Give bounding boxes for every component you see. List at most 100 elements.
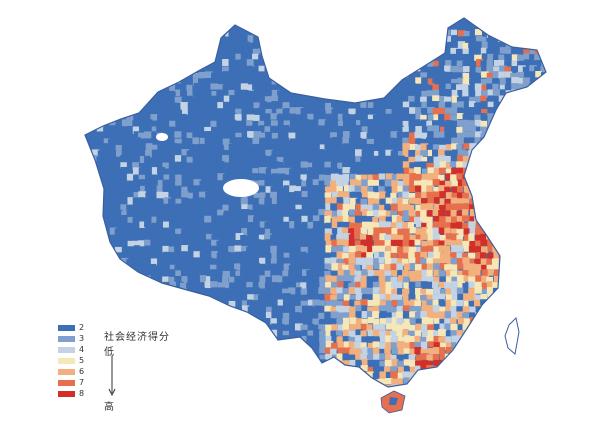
county-cell [132, 216, 140, 224]
county-cell [379, 30, 388, 38]
county-cell [498, 299, 506, 308]
county-cell [247, 239, 254, 247]
county-cell [307, 330, 315, 338]
county-cell [390, 95, 399, 102]
county-cell [397, 168, 406, 176]
county-cell [300, 251, 307, 258]
county-cell [528, 126, 537, 134]
county-cell [534, 155, 542, 164]
county-cell [211, 378, 220, 386]
county-cell [522, 311, 530, 318]
county-cell [439, 53, 448, 60]
county-cell [390, 222, 399, 229]
county-cell [534, 162, 541, 169]
county-cell [289, 60, 298, 68]
county-cell [505, 239, 513, 247]
county-cell [187, 245, 196, 253]
county-cell [504, 71, 513, 78]
county-cell [252, 126, 260, 134]
county-cell [312, 245, 320, 254]
county-cell [121, 227, 130, 235]
county-cell [253, 329, 260, 336]
county-cell [439, 318, 446, 327]
county-cell [210, 305, 219, 313]
county-cell [408, 60, 415, 68]
county-cell [337, 78, 344, 85]
county-cell [229, 138, 237, 146]
county-cell [342, 252, 350, 261]
county-cell [115, 60, 123, 68]
county-cell [234, 228, 242, 236]
county-cell [186, 95, 194, 103]
county-cell [468, 263, 476, 271]
county-cell [421, 77, 430, 84]
county-cell [445, 203, 452, 211]
county-cell [180, 162, 189, 170]
county-cell [289, 180, 298, 188]
county-cell [306, 107, 314, 116]
county-cell [156, 359, 163, 367]
county-cell [271, 150, 280, 157]
county-cell [241, 300, 249, 308]
county-cell [547, 175, 555, 181]
county-cell [121, 311, 130, 318]
county-cell [138, 30, 145, 38]
county-cell [492, 161, 500, 169]
county-cell [283, 293, 291, 300]
county-cell [294, 371, 302, 379]
county-cell [312, 359, 319, 367]
county-cell [133, 78, 140, 87]
county-cell [271, 366, 279, 374]
county-cell [348, 72, 357, 79]
county-cell [528, 312, 536, 319]
county-cell [216, 263, 225, 270]
county-cell [258, 90, 267, 97]
county-cell [204, 120, 211, 129]
county-cell [486, 359, 494, 367]
county-cell [445, 162, 453, 171]
county-cell [505, 155, 512, 163]
county-cell [151, 95, 160, 103]
county-cell [204, 288, 213, 296]
county-cell [378, 138, 385, 147]
county-cell [162, 407, 170, 414]
county-cell [319, 96, 326, 105]
county-cell [354, 348, 362, 356]
county-cell [306, 407, 313, 413]
county-cell [403, 366, 412, 374]
county-cell [301, 228, 308, 237]
county-cell [168, 221, 176, 230]
county-cell [108, 222, 115, 230]
county-cell [522, 143, 529, 150]
county-cell [457, 360, 465, 369]
county-cell [240, 66, 249, 73]
county-cell [312, 96, 321, 105]
county-cell [223, 95, 230, 102]
county-cell [85, 234, 92, 242]
county-cell [210, 95, 219, 103]
county-cell [217, 311, 225, 318]
county-cell [115, 354, 122, 361]
county-cell [408, 192, 416, 200]
county-cell [445, 180, 453, 188]
county-cell [265, 84, 273, 92]
county-cell [330, 306, 337, 314]
county-cell [324, 71, 332, 79]
county-cell [499, 173, 508, 180]
county-cell [294, 318, 302, 327]
county-cell [397, 275, 405, 283]
county-cell [409, 173, 416, 181]
county-cell [462, 113, 470, 120]
county-cell [396, 281, 403, 289]
county-cell [186, 257, 194, 264]
county-cell [152, 397, 158, 405]
county-cell [294, 221, 301, 229]
county-cell [114, 53, 121, 61]
county-cell [475, 275, 482, 283]
county-cell [528, 185, 536, 193]
county-cell [450, 270, 458, 278]
county-cell [516, 144, 524, 152]
county-cell [318, 138, 326, 146]
county-cell [277, 228, 285, 235]
county-cell [396, 341, 405, 348]
